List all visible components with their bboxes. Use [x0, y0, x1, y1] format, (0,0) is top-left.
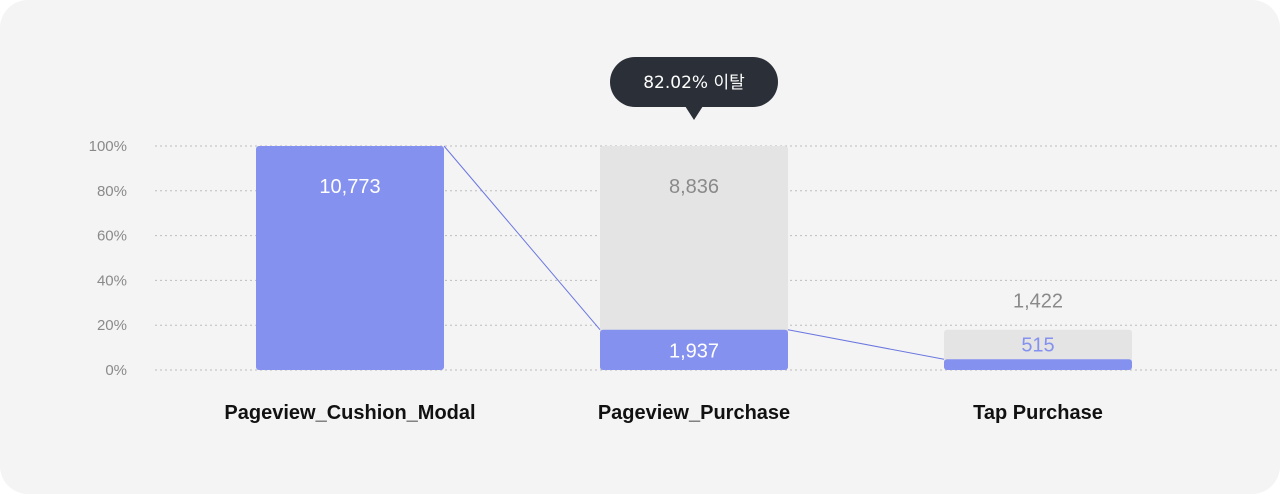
y-tick-label: 20% [97, 317, 127, 334]
category-label: Pageview_Purchase [598, 402, 790, 424]
converted-bar [944, 359, 1132, 370]
y-tick-label: 80% [97, 183, 127, 200]
converted-bar [600, 329, 788, 370]
tooltip-bubble [610, 57, 778, 107]
converted-value-label: 10,773 [319, 176, 380, 198]
y-tick-label: 60% [97, 228, 127, 245]
y-tick-label: 40% [97, 272, 127, 289]
category-label: Pageview_Cushion_Modal [224, 402, 475, 424]
dropped-value-label: 1,422 [1013, 291, 1063, 313]
tooltip-arrow [685, 106, 703, 120]
dropped-value-label: 8,836 [669, 176, 719, 198]
funnel-connector [787, 329, 945, 360]
category-label: Tap Purchase [973, 402, 1103, 424]
tooltip-text: 82.02% 이탈 [643, 73, 745, 93]
converted-bar [256, 146, 444, 370]
y-tick-label: 0% [105, 362, 127, 379]
dropped-bar [600, 146, 788, 370]
converted-value-label: 515 [1021, 335, 1054, 357]
y-tick-label: 100% [89, 138, 127, 155]
converted-value-label: 1,937 [669, 341, 719, 363]
funnel-connector [443, 145, 601, 331]
